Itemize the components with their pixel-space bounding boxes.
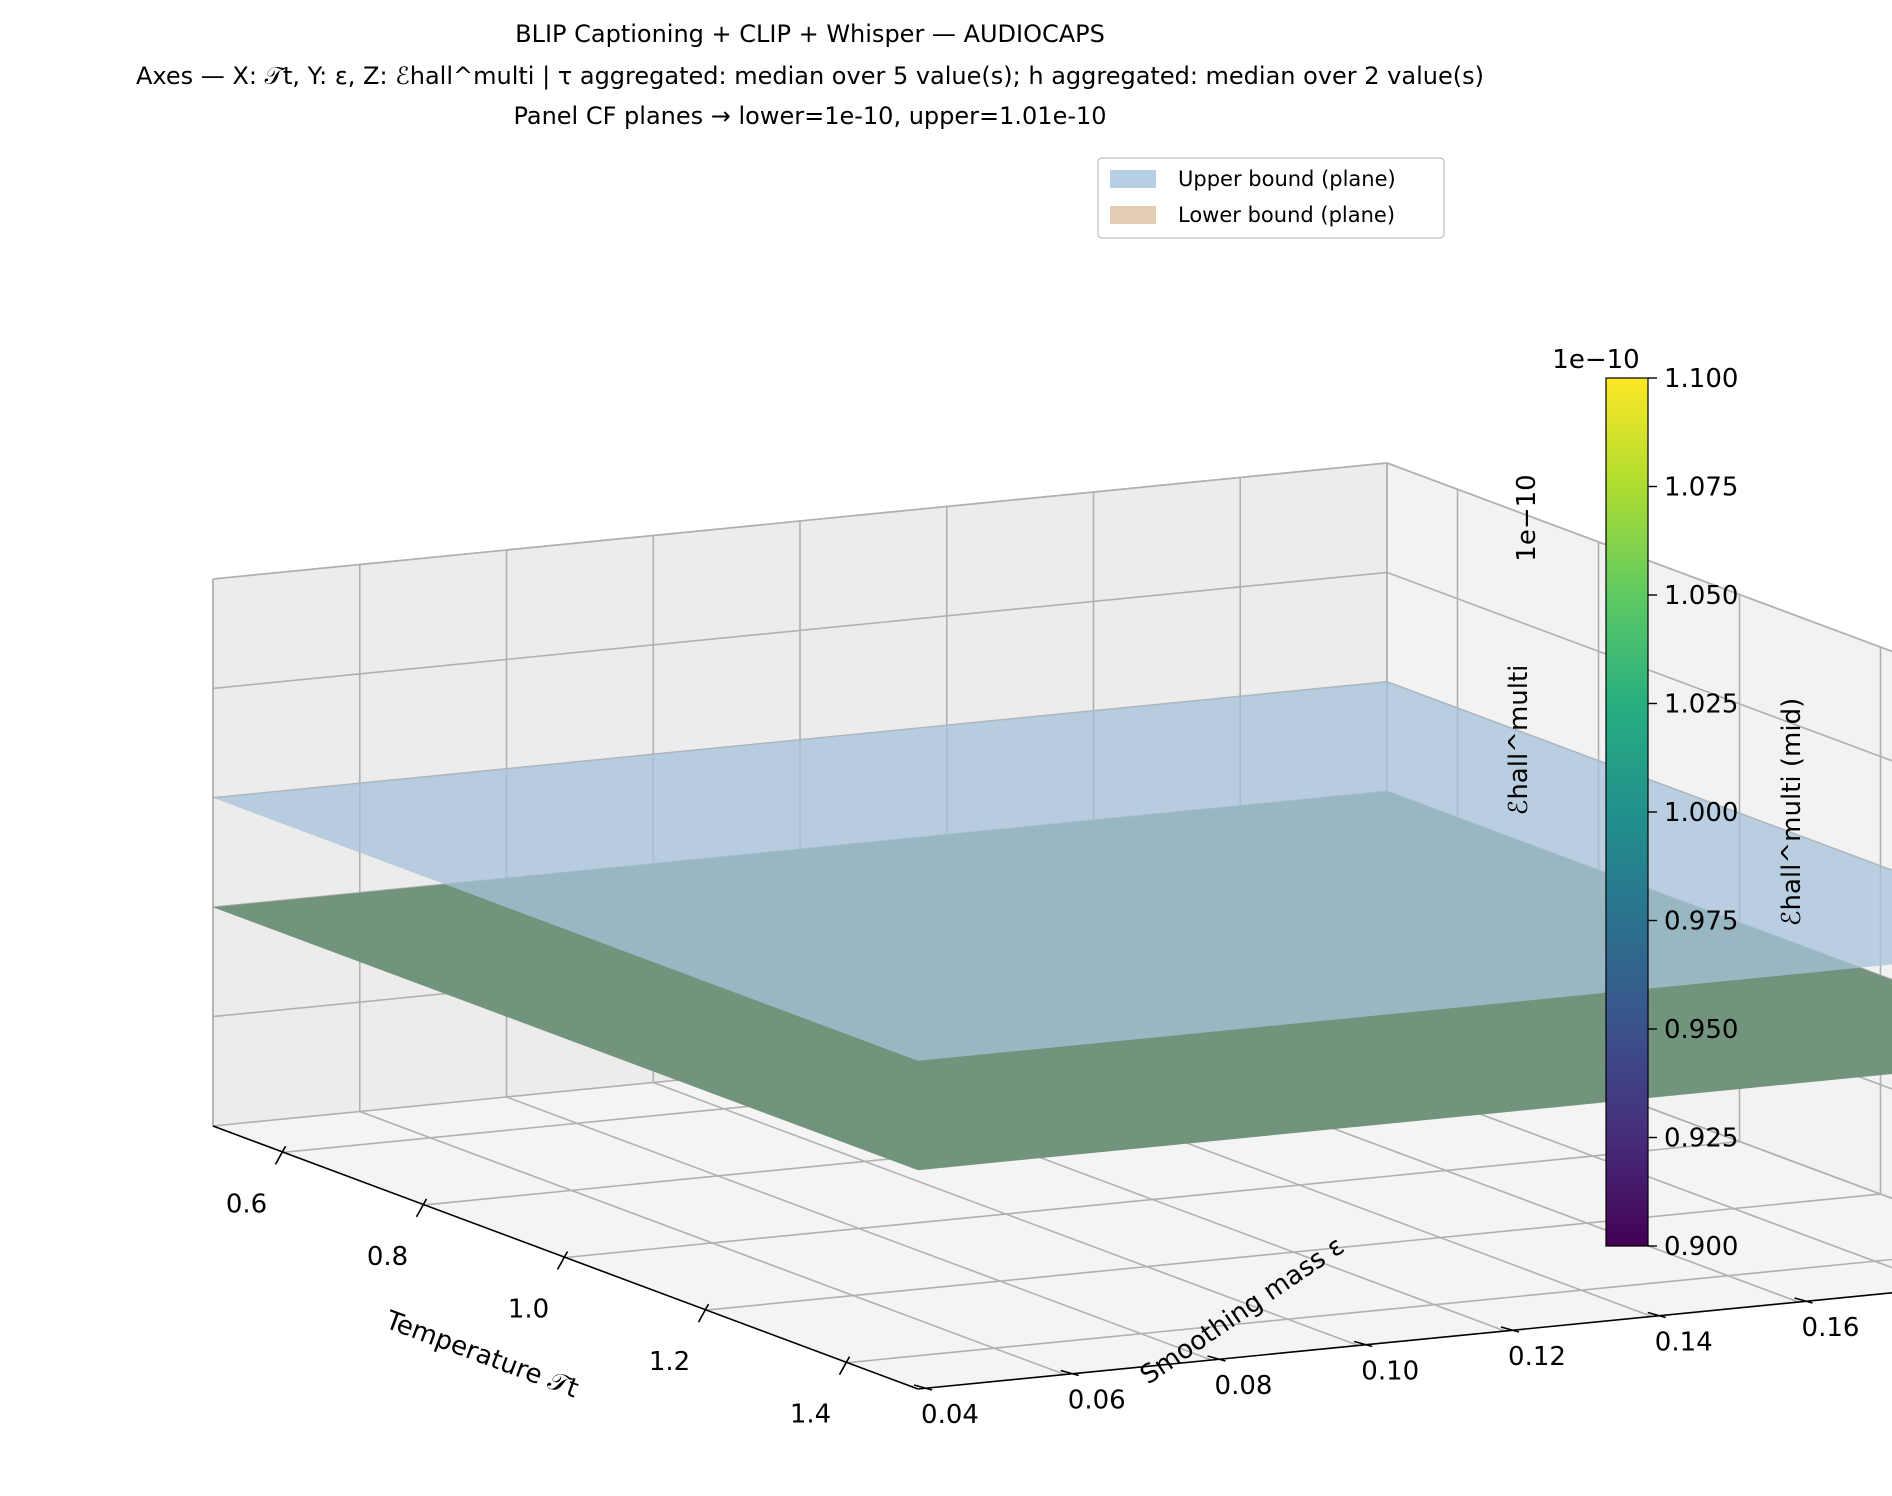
chart-title: BLIP Captioning + CLIP + Whisper — AUDIO… (515, 20, 1105, 48)
y-tick-label: 0.06 (1068, 1386, 1126, 1416)
x-axis-tick (838, 1356, 851, 1376)
y-axis-tick (1207, 1355, 1226, 1362)
chart-subtitle-planes: Panel CF planes → lower=1e-10, upper=1.0… (513, 102, 1106, 130)
colorbar-tick-label: 0.900 (1664, 1232, 1738, 1262)
y-axis-tick (1647, 1311, 1666, 1319)
x-axis-tick (697, 1303, 710, 1323)
legend-frame (1097, 157, 1445, 239)
x-tick-label: 0.8 (367, 1242, 408, 1272)
legend-label-lower: Lower bound (plane) (1178, 203, 1395, 227)
colorbar-tick-label: 1.100 (1664, 364, 1738, 394)
colorbar-gradient (1605, 377, 1649, 1247)
x-axis-label: Temperature 𝒯t (381, 1305, 583, 1404)
colorbar-tick-label: 1.075 (1664, 473, 1738, 503)
y-tick-label: 0.04 (921, 1400, 979, 1430)
x-axis-tick (415, 1198, 428, 1218)
colorbar: 0.900 0.925 0.950 0.975 1.000 1.025 1.050 1.075… (1552, 345, 1807, 1262)
x-tick-label: 1.4 (790, 1400, 831, 1430)
y-tick-label: 0.14 (1655, 1328, 1713, 1358)
y-axis-tick (913, 1384, 933, 1391)
bound-planes (213, 681, 1892, 1171)
y-axis-tick (1500, 1326, 1520, 1333)
x-tick-label: 1.0 (508, 1295, 549, 1325)
y-axis-tick (1354, 1340, 1373, 1348)
colorbar-tick-label: 1.050 (1664, 581, 1738, 611)
legend-swatch-lower (1110, 206, 1156, 224)
y-axis-tick (1794, 1297, 1813, 1304)
y-axis-line (917, 1291, 1892, 1390)
gridline-x (847, 1258, 1892, 1364)
x-tick-label: 0.6 (226, 1189, 267, 1219)
colorbar-tick-label: 0.925 (1664, 1124, 1738, 1154)
legend-label-upper: Upper bound (plane) (1178, 167, 1396, 191)
x-axis-line (212, 1125, 919, 1390)
chart-subtitle-axes: Axes — X: 𝒯t, Y: ε, Z: ℰhall^multi | τ a… (136, 62, 1484, 90)
x-axis-tick (274, 1145, 287, 1165)
z-axis-label: ℰhall^multi (1504, 665, 1534, 816)
y-tick-label: 0.12 (1508, 1342, 1566, 1372)
y-tick-label: 0.16 (1802, 1313, 1860, 1343)
plane-upper-bound (213, 681, 1892, 1061)
x-tick-label: 1.2 (649, 1347, 690, 1377)
x-axis-tick (556, 1251, 569, 1270)
y-tick-label: 0.08 (1215, 1371, 1273, 1401)
legend: Upper bound (plane) Lower bound (plane) (1097, 157, 1445, 239)
z-axis-offset-text: 1e−10 (1512, 474, 1542, 561)
legend-swatch-upper (1110, 170, 1156, 188)
colorbar-tick-label: 0.975 (1664, 907, 1738, 937)
colorbar-ticks: 0.900 0.925 0.950 0.975 1.000 1.025 1.050 1.075… (1648, 364, 1738, 1262)
y-tick-label: 0.10 (1361, 1357, 1419, 1387)
colorbar-offset-text: 1e−10 (1552, 345, 1639, 375)
axes-lines: 0.6 0.8 1.0 1.2 1.4 0.04 0.06 0.08 0.10 0.12 0.14 0… (212, 1125, 1892, 1430)
colorbar-tick-label: 1.025 (1664, 690, 1738, 720)
colorbar-label: ℰhall^multi (mid) (1777, 698, 1807, 926)
colorbar-tick-label: 0.950 (1664, 1015, 1738, 1045)
colorbar-tick-label: 1.000 (1664, 798, 1738, 828)
y-axis-tick (1060, 1369, 1079, 1377)
